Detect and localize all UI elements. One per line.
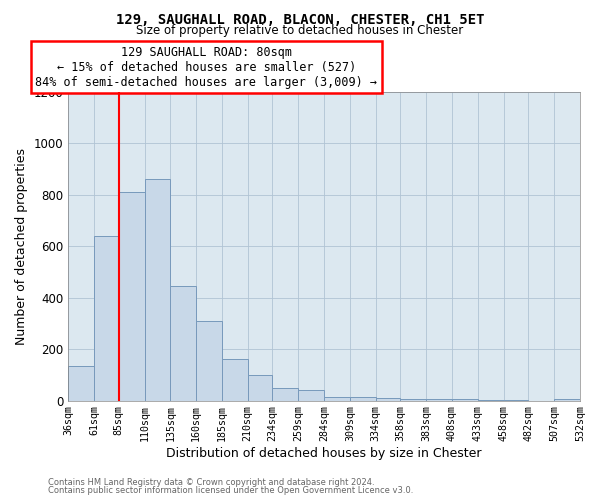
Bar xyxy=(350,396,376,400)
Bar xyxy=(248,375,272,400)
Bar xyxy=(272,388,298,400)
Bar xyxy=(324,396,350,400)
Bar xyxy=(119,192,145,400)
Y-axis label: Number of detached properties: Number of detached properties xyxy=(15,148,28,344)
Bar xyxy=(68,366,94,400)
Bar xyxy=(222,360,248,401)
Text: 129 SAUGHALL ROAD: 80sqm
← 15% of detached houses are smaller (527)
84% of semi-: 129 SAUGHALL ROAD: 80sqm ← 15% of detach… xyxy=(35,46,377,89)
X-axis label: Distribution of detached houses by size in Chester: Distribution of detached houses by size … xyxy=(166,447,482,460)
Bar xyxy=(170,286,196,401)
Bar xyxy=(298,390,324,400)
Bar xyxy=(554,398,580,400)
Text: 129, SAUGHALL ROAD, BLACON, CHESTER, CH1 5ET: 129, SAUGHALL ROAD, BLACON, CHESTER, CH1… xyxy=(116,12,484,26)
Bar xyxy=(376,398,400,400)
Bar xyxy=(145,180,170,400)
Bar xyxy=(196,321,222,400)
Text: Contains HM Land Registry data © Crown copyright and database right 2024.: Contains HM Land Registry data © Crown c… xyxy=(48,478,374,487)
Bar xyxy=(94,236,119,400)
Text: Contains public sector information licensed under the Open Government Licence v3: Contains public sector information licen… xyxy=(48,486,413,495)
Text: Size of property relative to detached houses in Chester: Size of property relative to detached ho… xyxy=(136,24,464,37)
